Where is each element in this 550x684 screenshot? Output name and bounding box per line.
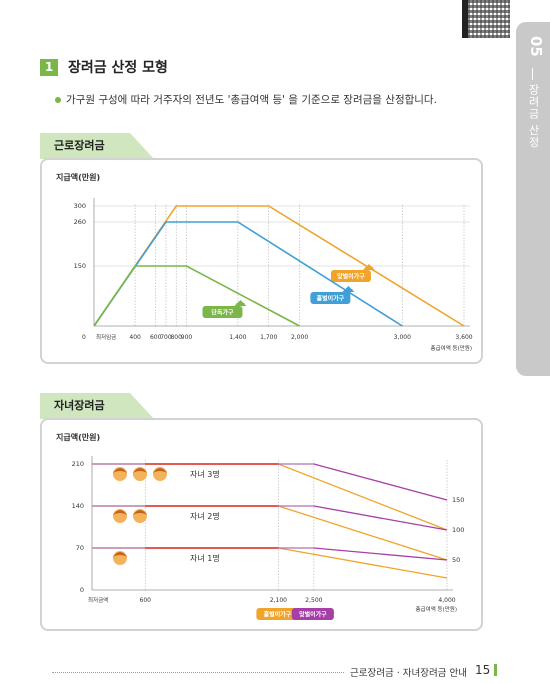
chart1-series-badge [310,292,351,304]
chart2-x-tick-label: 2,500 [305,597,322,604]
chart1-x-tick-label: 400 [129,334,141,341]
chart2-legend-label: 맞벌이가구 [299,611,327,619]
chart2-y-tick-label: 140 [72,502,84,510]
chart1-series-line [93,265,300,327]
footer-text: 근로장려금 · 자녀장려금 안내 [350,668,467,679]
child-hair-icon [113,552,127,557]
child-incentive-chart: 지급액(만원) 210 140 70 0 600 2,100 2,500 4,000 최저금액총급… [56,432,464,620]
child-hair-icon [113,510,127,515]
chart2-legend-badge [291,608,334,620]
qr-label [462,0,468,38]
chart1-x-tick-label: 0 [82,334,86,341]
chart2-row-label: 자녀 2명 [190,511,220,521]
chart2-x-tick-label: 4,000 [438,597,455,604]
chart1-x-tick-label: 600 [150,334,162,341]
child-hair-icon [153,468,167,473]
chart1-series-label: 단독가구 [211,309,234,317]
chart1-series-badge [330,270,371,282]
chart2-x-axis-label: 총급여액 등(만원) [416,605,457,613]
chart1-x-tick-label: 3,000 [394,334,411,341]
house-icon [342,286,355,292]
chart1-x-tick-label: 3,600 [455,334,472,341]
chart1-x-tick-label: 1,700 [260,334,277,341]
intro-bullet-text: 가구원 구성에 따라 거주자의 전년도 '총급여액 등' 을 기준으로 장려금을… [66,94,437,106]
chart1-series-badge [202,306,243,318]
chart2-y-tick-label: 210 [72,460,84,468]
chart1-x-tick-label: 800 [170,334,182,341]
chart1-x-start-label: 최저임금 [96,333,116,341]
chart2-y-axis-label: 지급액(만원) [56,432,100,442]
chart1-x-axis-label: 총급여액 등(만원) [431,344,472,352]
child-hair-icon [133,468,147,473]
chart2-legend-label: 홑벌이가구 [264,611,292,619]
footer-accent-bar [494,664,497,676]
page-number: 15 [475,663,491,677]
footer-dotted-rule [52,672,344,673]
chapter-title: 장려금 산정 [527,84,540,149]
child-hair-icon [133,510,147,515]
chapter-side-tab [516,22,550,376]
chart1-series-label: 맞벌이가구 [337,273,365,281]
chart1-x-tick-label: 2,000 [291,334,308,341]
chart2-y-tick-label: 70 [76,544,84,552]
chart1-series-label: 홑벌이가구 [317,295,345,303]
chart2-x-tick-label: 2,100 [270,597,287,604]
section-title: 장려금 산정 모형 [68,60,168,76]
chart2-legend-badge [256,608,299,620]
section-number-badge: 1 [40,59,58,76]
chart1-x-tick-label: 700 [160,334,172,341]
house-icon [234,300,247,306]
chart1-y-axis-label: 지급액(만원) [56,172,100,182]
chart1-y-tick-label: 150 [74,262,86,270]
chart1-y-tick-label: 260 [74,218,86,226]
bullet-dot-icon [55,97,61,103]
qr-code-image [468,0,510,38]
chart2-end-value-label: 150 [452,496,464,504]
child-hair-icon [113,468,127,473]
chart2-end-value-label: 50 [452,556,460,564]
chart2-x-tick-label: 600 [140,597,152,604]
work-incentive-tab: 근로장려금 [40,133,154,159]
chart1-y-tick-label: 300 [74,202,86,210]
chart2-y-tick-label: 0 [80,586,84,594]
chart1-x-tick-label: 900 [181,334,193,341]
house-icon [362,264,375,270]
chapter-number: 05 [527,36,545,57]
chart2-row-label: 자녀 1명 [190,553,220,563]
chart1-x-tick-label: 1,400 [229,334,246,341]
chart2-x-start-label: 최저금액 [88,596,108,604]
chart2-row-label: 자녀 3명 [190,469,220,479]
child-incentive-tab: 자녀장려금 [40,393,154,419]
chart2-end-value-label: 100 [452,526,464,534]
chapter-divider [532,68,533,80]
work-incentive-chart-card: 지급액(만원) 300 260 150 0 400 600 700 800 900 1,400 1,7… [40,158,483,364]
